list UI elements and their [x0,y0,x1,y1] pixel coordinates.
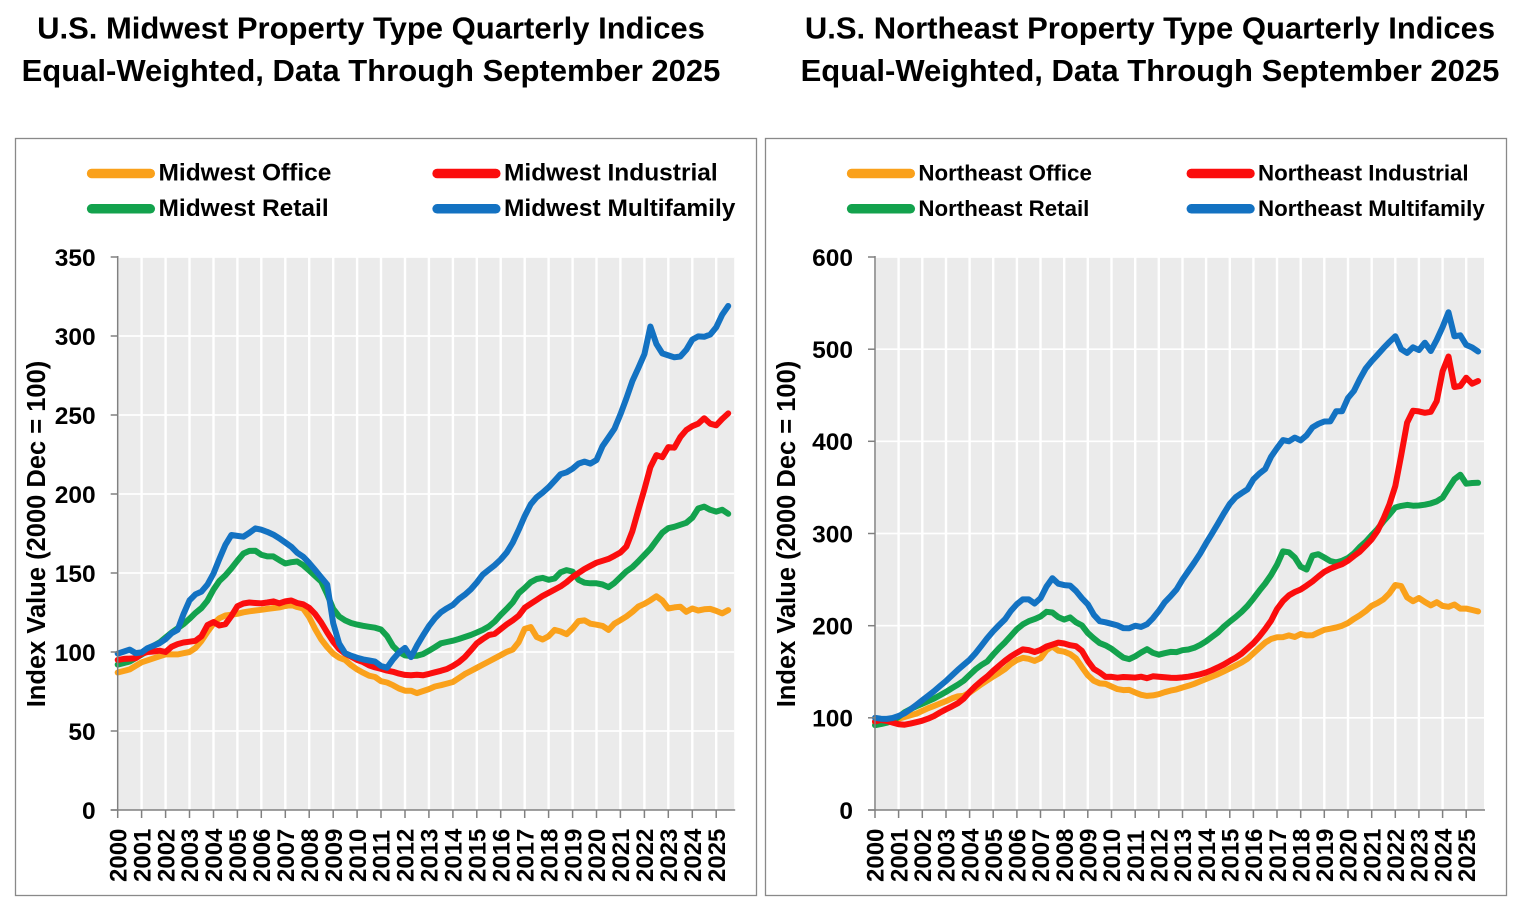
svg-text:2001: 2001 [129,829,156,882]
svg-text:2015: 2015 [465,829,492,882]
svg-text:Equal-Weighted, Data Through S: Equal-Weighted, Data Through September 2… [801,53,1500,88]
svg-text:Midwest Retail: Midwest Retail [159,195,329,222]
svg-text:2017: 2017 [1265,829,1292,882]
svg-text:U.S. Midwest Property Type Qua: U.S. Midwest Property Type Quarterly Ind… [37,11,705,46]
svg-text:350: 350 [55,245,96,272]
svg-text:2004: 2004 [201,828,228,882]
svg-text:2012: 2012 [1147,829,1174,882]
svg-text:2023: 2023 [656,829,683,882]
svg-text:2017: 2017 [512,829,539,882]
svg-text:U.S. Northeast Property Type Q: U.S. Northeast Property Type Quarterly I… [805,11,1495,46]
svg-text:2016: 2016 [1241,829,1268,882]
svg-text:2001: 2001 [886,829,913,882]
svg-text:2002: 2002 [910,829,937,882]
svg-text:2023: 2023 [1407,829,1434,882]
svg-text:300: 300 [812,521,853,548]
svg-text:2006: 2006 [249,829,276,882]
svg-text:100: 100 [812,706,853,733]
svg-text:2014: 2014 [441,828,468,882]
svg-text:2011: 2011 [369,830,396,882]
svg-text:2010: 2010 [1099,829,1126,882]
svg-text:2006: 2006 [1005,829,1032,882]
svg-text:0: 0 [82,798,96,825]
svg-text:2015: 2015 [1218,829,1245,882]
svg-text:2020: 2020 [584,829,611,882]
svg-text:2022: 2022 [632,829,659,882]
svg-text:Northeast Multifamily: Northeast Multifamily [1258,196,1485,221]
svg-text:300: 300 [55,324,96,351]
svg-text:2025: 2025 [704,829,731,882]
svg-text:50: 50 [68,719,95,746]
svg-text:2018: 2018 [536,829,563,882]
svg-text:Northeast Retail: Northeast Retail [918,196,1089,221]
svg-text:Northeast Industrial: Northeast Industrial [1258,161,1469,186]
svg-text:2005: 2005 [981,829,1008,882]
svg-text:2025: 2025 [1454,829,1481,882]
svg-text:Index Value (2000 Dec = 100): Index Value (2000 Dec = 100) [773,361,801,708]
svg-text:2009: 2009 [1076,829,1103,882]
svg-text:600: 600 [812,245,853,272]
svg-text:2005: 2005 [225,829,252,882]
svg-text:2004: 2004 [957,828,984,882]
svg-text:Midwest Industrial: Midwest Industrial [504,160,718,187]
svg-text:2013: 2013 [417,829,444,882]
svg-text:2002: 2002 [153,829,180,882]
svg-text:0: 0 [839,798,853,825]
svg-text:2000: 2000 [105,829,132,882]
svg-text:2021: 2021 [1359,829,1386,882]
svg-text:2019: 2019 [560,829,587,882]
svg-text:100: 100 [55,640,96,667]
svg-text:2013: 2013 [1170,829,1197,882]
svg-text:2024: 2024 [680,828,707,882]
svg-text:2003: 2003 [934,829,961,882]
svg-text:2019: 2019 [1312,829,1339,882]
svg-text:2008: 2008 [297,829,324,882]
svg-text:2007: 2007 [1028,829,1055,882]
svg-text:2000: 2000 [863,829,890,882]
svg-text:250: 250 [55,403,96,430]
svg-text:500: 500 [812,337,853,364]
svg-text:2011: 2011 [1123,830,1150,882]
svg-text:2024: 2024 [1430,828,1457,882]
svg-text:2012: 2012 [393,829,420,882]
svg-text:2022: 2022 [1383,829,1410,882]
svg-text:2007: 2007 [273,829,300,882]
svg-text:2010: 2010 [345,829,372,882]
svg-text:2018: 2018 [1288,829,1315,882]
svg-text:Midwest Multifamily: Midwest Multifamily [504,195,736,222]
svg-text:200: 200 [812,614,853,641]
svg-text:2021: 2021 [608,829,635,882]
svg-text:400: 400 [812,429,853,456]
svg-text:Index Value (2000 Dec = 100): Index Value (2000 Dec = 100) [23,361,51,708]
svg-text:Equal-Weighted, Data Through S: Equal-Weighted, Data Through September 2… [22,53,721,88]
svg-text:2003: 2003 [177,829,204,882]
svg-text:2008: 2008 [1052,829,1079,882]
svg-text:Northeast Office: Northeast Office [918,161,1091,186]
svg-text:200: 200 [55,482,96,509]
svg-text:2020: 2020 [1336,829,1363,882]
svg-text:2016: 2016 [488,829,515,882]
svg-text:2009: 2009 [321,829,348,882]
svg-text:150: 150 [55,561,96,588]
svg-text:Midwest Office: Midwest Office [159,160,332,187]
svg-text:2014: 2014 [1194,828,1221,882]
